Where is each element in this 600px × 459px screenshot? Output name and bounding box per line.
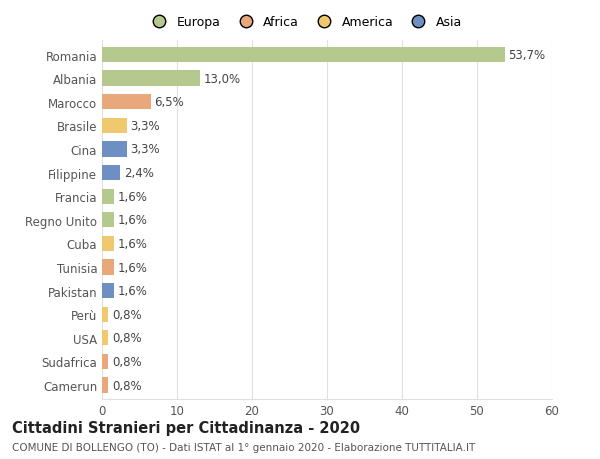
Bar: [102, 330, 108, 346]
Legend: Europa, Africa, America, Asia: Europa, Africa, America, Asia: [145, 13, 464, 32]
Bar: [102, 166, 120, 181]
Bar: [102, 378, 108, 393]
Bar: [102, 189, 114, 204]
Text: 2,4%: 2,4%: [124, 167, 154, 179]
Text: 13,0%: 13,0%: [203, 73, 241, 85]
Text: 1,6%: 1,6%: [118, 285, 148, 297]
Text: 0,8%: 0,8%: [112, 379, 142, 392]
Text: 0,8%: 0,8%: [112, 308, 142, 321]
Bar: [102, 142, 127, 157]
Bar: [102, 354, 108, 369]
Bar: [102, 118, 127, 134]
Text: 1,6%: 1,6%: [118, 214, 148, 227]
Text: 1,6%: 1,6%: [118, 190, 148, 203]
Text: 3,3%: 3,3%: [131, 143, 160, 156]
Bar: [102, 48, 505, 63]
Text: 1,6%: 1,6%: [118, 261, 148, 274]
Bar: [102, 283, 114, 299]
Text: 3,3%: 3,3%: [131, 120, 160, 133]
Text: COMUNE DI BOLLENGO (TO) - Dati ISTAT al 1° gennaio 2020 - Elaborazione TUTTITALI: COMUNE DI BOLLENGO (TO) - Dati ISTAT al …: [12, 442, 475, 452]
Text: 0,8%: 0,8%: [112, 331, 142, 345]
Bar: [102, 236, 114, 252]
Text: 53,7%: 53,7%: [509, 49, 545, 62]
Bar: [102, 95, 151, 110]
Bar: [102, 71, 199, 87]
Text: 1,6%: 1,6%: [118, 237, 148, 250]
Bar: [102, 260, 114, 275]
Bar: [102, 213, 114, 228]
Text: 0,8%: 0,8%: [112, 355, 142, 368]
Text: Cittadini Stranieri per Cittadinanza - 2020: Cittadini Stranieri per Cittadinanza - 2…: [12, 420, 360, 435]
Text: 6,5%: 6,5%: [155, 96, 184, 109]
Bar: [102, 307, 108, 322]
